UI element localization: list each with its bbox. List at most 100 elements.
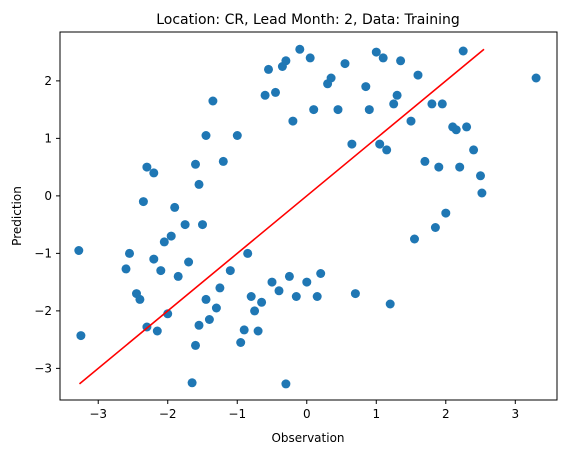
data-point: [312, 292, 322, 301]
data-point: [430, 223, 440, 232]
data-point: [250, 306, 260, 316]
data-point: [361, 82, 371, 92]
data-point: [462, 122, 472, 132]
data-point: [458, 46, 468, 56]
data-point: [260, 90, 270, 100]
data-point: [274, 286, 284, 296]
data-point: [201, 294, 211, 304]
y-tick-label: 2: [44, 74, 52, 88]
fit-line-group: [78, 48, 485, 385]
plot-frame: [59, 31, 558, 401]
data-point: [76, 331, 86, 341]
data-point: [291, 292, 301, 301]
data-point: [347, 139, 357, 149]
y-tick-label: 1: [44, 131, 52, 145]
data-point: [253, 326, 263, 336]
data-point: [74, 246, 84, 255]
x-tick-label: 3: [511, 407, 519, 421]
data-point: [281, 56, 291, 66]
data-point: [218, 156, 228, 166]
data-point: [302, 277, 312, 287]
data-point: [142, 162, 152, 172]
data-point: [121, 264, 131, 274]
data-point: [309, 105, 319, 115]
y-tick-label: −3: [34, 361, 52, 375]
data-point: [364, 105, 374, 115]
x-axis: −3 −2 −1 0 1 2 3: [89, 400, 519, 421]
data-point: [271, 87, 280, 97]
data-point: [184, 257, 194, 267]
data-point: [194, 320, 204, 330]
x-tick-label: −3: [89, 407, 107, 421]
x-tick-label: 2: [442, 407, 450, 421]
data-point: [170, 202, 180, 212]
fit-line: [78, 48, 485, 385]
data-point: [191, 159, 200, 169]
data-point: [211, 303, 221, 313]
data-point: [288, 116, 298, 126]
data-point: [476, 171, 485, 181]
y-axis: −3 −2 −1 0 1 2: [34, 74, 60, 375]
data-point: [392, 90, 402, 100]
y-tick-label: −1: [34, 246, 52, 260]
data-point: [264, 64, 273, 74]
data-point: [413, 70, 423, 80]
data-point: [232, 131, 242, 140]
data-point: [326, 73, 336, 83]
data-point: [163, 309, 173, 319]
data-point: [375, 139, 385, 149]
data-point: [198, 220, 207, 230]
plot-area: [74, 44, 541, 389]
data-point: [135, 294, 145, 304]
data-point: [149, 254, 159, 264]
data-point: [389, 99, 399, 109]
chart-title: Location: CR, Lead Month: 2, Data: Train…: [156, 12, 460, 28]
data-point: [305, 53, 315, 63]
data-point: [152, 326, 162, 336]
data-point: [125, 248, 134, 258]
data-point: [243, 248, 253, 258]
data-point: [138, 197, 148, 207]
data-point: [441, 208, 451, 218]
data-point: [180, 220, 190, 230]
data-point: [396, 56, 406, 66]
data-point: [166, 231, 176, 241]
data-point: [257, 297, 267, 307]
data-point: [246, 292, 256, 301]
data-point: [420, 156, 430, 166]
data-point: [204, 315, 214, 324]
data-point: [149, 168, 159, 178]
x-axis-label: Observation: [271, 431, 344, 445]
data-point: [316, 269, 326, 278]
x-tick-label: 1: [372, 407, 380, 421]
data-point: [201, 131, 211, 140]
data-point: [333, 105, 343, 115]
y-tick-label: −2: [34, 304, 52, 318]
data-point: [236, 338, 246, 347]
data-point: [215, 283, 225, 293]
data-point: [385, 299, 395, 309]
data-point: [191, 340, 200, 350]
data-point: [437, 99, 447, 109]
data-point: [406, 116, 416, 126]
data-point: [410, 234, 419, 244]
data-point: [469, 145, 479, 155]
data-point: [371, 47, 381, 57]
data-point: [451, 125, 461, 135]
data-point: [427, 99, 437, 109]
data-point: [382, 145, 392, 155]
data-point: [281, 379, 291, 389]
data-point: [187, 378, 197, 388]
data-point: [156, 266, 166, 276]
x-tick-label: −2: [159, 407, 177, 421]
data-point: [455, 162, 465, 172]
data-point: [295, 44, 305, 54]
data-point: [378, 53, 388, 63]
data-point: [239, 325, 249, 335]
data-point: [194, 179, 204, 189]
data-point: [434, 162, 444, 172]
data-point: [225, 266, 235, 276]
data-point: [284, 271, 294, 281]
